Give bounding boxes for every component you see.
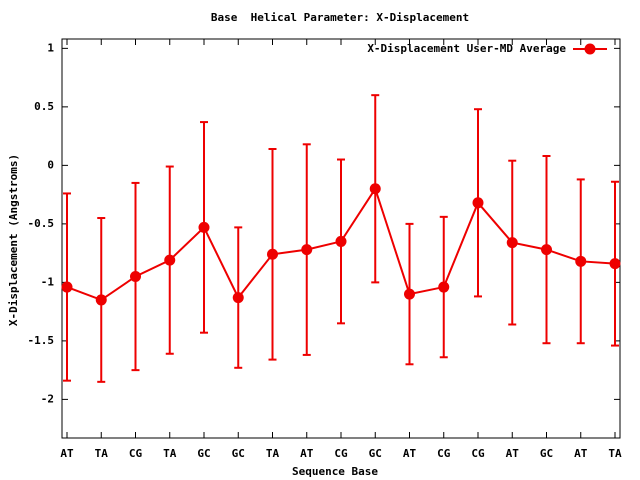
data-point [541, 244, 552, 256]
y-axis-label: X-Displacement (Angstroms) [7, 154, 20, 326]
x-tick-label: GC [232, 447, 245, 460]
data-point [232, 292, 244, 304]
y-tick-label: -0.5 [28, 217, 55, 230]
data-point [335, 235, 347, 247]
x-tick-label: AT [403, 447, 417, 460]
x-tick-label: TA [608, 447, 622, 460]
data-point [61, 281, 73, 293]
legend-label: X-Displacement User-MD Average [367, 42, 566, 55]
chart-title: Base Helical Parameter: X-Displacement [211, 11, 469, 24]
data-point [301, 244, 313, 256]
data-point [404, 288, 415, 300]
data-point [575, 255, 587, 267]
legend-marker [584, 43, 596, 55]
x-tick-label: TA [266, 447, 280, 460]
x-tick-label: CG [437, 447, 451, 460]
y-tick-label: -2 [41, 392, 54, 405]
x-tick-label: TA [95, 447, 109, 460]
x-tick-label: CG [471, 447, 485, 460]
y-tick-label: -1 [41, 275, 55, 288]
data-point [369, 183, 381, 195]
data-point [438, 281, 450, 293]
data-point [198, 221, 210, 233]
x-tick-label: TA [163, 447, 177, 460]
data-point [609, 258, 621, 270]
x-tick-label: GC [369, 447, 382, 460]
x-tick-label: AT [60, 447, 74, 460]
data-point [95, 294, 107, 306]
x-axis-label: Sequence Base [292, 465, 378, 478]
y-tick-label: 0 [47, 158, 54, 171]
x-tick-label: CG [334, 447, 348, 460]
y-tick-label: 0.5 [34, 100, 54, 113]
x-tick-label: GC [197, 447, 210, 460]
x-tick-label: CG [129, 447, 143, 460]
x-tick-label: AT [506, 447, 520, 460]
data-point [472, 197, 484, 209]
data-point [164, 254, 176, 266]
x-tick-label: AT [574, 447, 588, 460]
y-tick-label: 1 [47, 41, 54, 54]
x-tick-label: AT [300, 447, 314, 460]
data-point [506, 237, 518, 249]
y-tick-label: -1.5 [28, 334, 55, 347]
data-point [130, 271, 141, 283]
data-point [267, 248, 278, 260]
x-tick-label: GC [540, 447, 553, 460]
